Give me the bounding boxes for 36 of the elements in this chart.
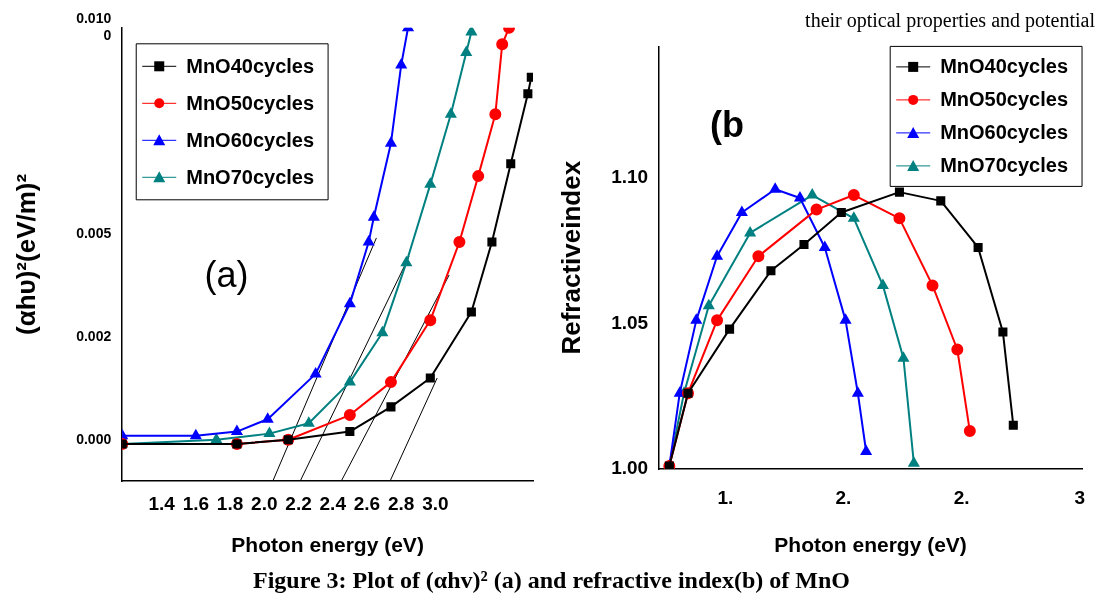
x-tick-label: 3.0 bbox=[422, 492, 449, 514]
x-tick-label: 1.6 bbox=[182, 492, 210, 514]
x-tick-label: 1.4 bbox=[148, 492, 176, 514]
x-tick-label: 1.8 bbox=[216, 492, 244, 514]
x-tick-label: 2.6 bbox=[353, 492, 381, 514]
legend-label: MnO50cycles bbox=[186, 91, 315, 114]
x-axis-title: Photon energy (eV) bbox=[774, 533, 967, 557]
text: their optical properties and potential bbox=[804, 8, 1095, 32]
x-tick-label: 2.8 bbox=[388, 492, 415, 514]
x-tick-label: 3 bbox=[1074, 486, 1085, 508]
y-tick-label: 0.000 bbox=[76, 430, 112, 447]
x-tick-label: 2.2 bbox=[285, 492, 312, 514]
y-axis-title: Refractiveindex bbox=[555, 160, 586, 355]
x-tick-label: 2.4 bbox=[319, 492, 347, 514]
x-tick-label: 1. bbox=[717, 486, 734, 508]
x-tick-label: 2.0 bbox=[251, 492, 278, 514]
legend-label: MnO70cycles bbox=[940, 154, 1069, 177]
y-tick-label: 1.00 bbox=[611, 457, 649, 479]
x-tick-label: 2. bbox=[835, 486, 852, 508]
y-tick-label: 0.002 bbox=[76, 327, 112, 344]
legend-label: MnO40cycles bbox=[186, 54, 315, 77]
legend-label: MnO60cycles bbox=[940, 121, 1069, 144]
annotation: (b bbox=[709, 103, 744, 145]
y-tick-label: 0.010 0 bbox=[76, 10, 112, 44]
y-axis-title: (αhυ)²(eV/m)² bbox=[10, 173, 41, 335]
x-axis-title: Photon energy (eV) bbox=[231, 533, 424, 557]
caption: Figure 3: Plot of (αhv)² (a) and refractive index(b) of MnO bbox=[252, 567, 851, 594]
legend-label: MnO60cycles bbox=[186, 128, 315, 151]
annotation: (a) bbox=[204, 253, 249, 295]
legend-label: MnO70cycles bbox=[186, 165, 315, 188]
legend-label: MnO50cycles bbox=[940, 88, 1069, 111]
x-tick-label: 2. bbox=[953, 486, 970, 508]
y-tick-label: 0.005 bbox=[76, 224, 112, 241]
y-tick-label: 1.05 bbox=[611, 311, 649, 333]
y-tick-label: 1.10 bbox=[611, 165, 649, 187]
legend-label: MnO40cycles bbox=[940, 55, 1069, 78]
